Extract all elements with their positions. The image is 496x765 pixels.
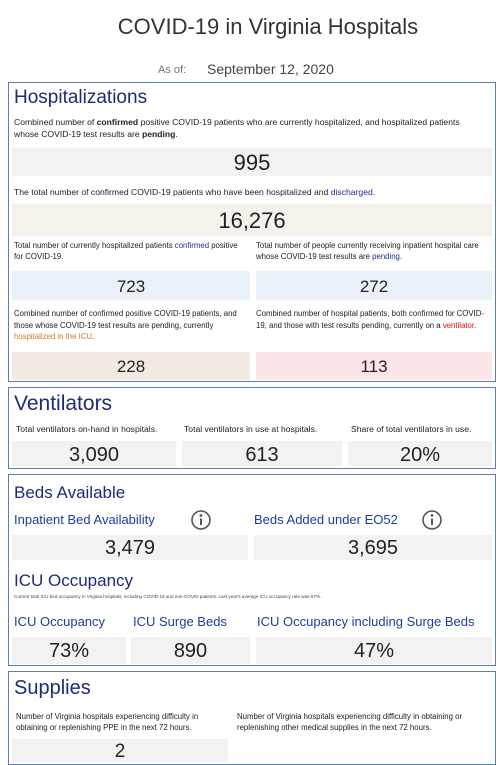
as-of-label: As of: xyxy=(158,64,187,76)
text: hospitalized in the ICU xyxy=(14,332,93,341)
text: positive COVID-19 patients who are curre… xyxy=(14,117,460,139)
section-title: Hospitalizations xyxy=(14,87,148,108)
label: Beds Added under EO52 xyxy=(254,512,398,527)
text: ventilator xyxy=(442,320,475,330)
value: 16,276 xyxy=(12,204,492,236)
text: Combined number of hospital patients, bo… xyxy=(256,309,484,330)
value: 3,695 xyxy=(254,535,492,560)
text: pending xyxy=(372,252,400,261)
text: Combined number of xyxy=(14,117,97,127)
description: Combined number of confirmed positive CO… xyxy=(14,308,248,343)
label: Inpatient Bed Availability xyxy=(14,512,155,527)
label: ICU Occupancy xyxy=(14,614,106,629)
value: 890 xyxy=(131,637,250,664)
text: confirmed xyxy=(96,117,139,127)
page-title: COVID-19 in Virginia Hospitals xyxy=(117,14,419,39)
text: The total number of confirmed COVID-19 p… xyxy=(14,187,331,197)
text: positive for COVID-19. xyxy=(14,241,238,261)
value: 272 xyxy=(256,271,492,300)
note: Current total ICU bed occupancy in Virgi… xyxy=(14,594,322,599)
value: 113 xyxy=(256,352,492,380)
info-icon[interactable] xyxy=(421,509,443,531)
section-title: Ventilators xyxy=(14,392,113,415)
text: discharged xyxy=(330,187,373,197)
info-icon[interactable] xyxy=(190,509,212,531)
text: confirmed xyxy=(174,241,210,250)
value: 73% xyxy=(12,637,126,664)
section-title: ICU Occupancy xyxy=(14,571,134,590)
text: Combined number of confirmed positive CO… xyxy=(14,309,237,330)
text: . xyxy=(92,332,95,341)
description: The total number of confirmed COVID-19 p… xyxy=(14,186,484,198)
value: 3,479 xyxy=(12,535,248,560)
as-of-date: September 12, 2020 xyxy=(207,61,334,77)
text: Total number of people currently receivi… xyxy=(256,241,479,261)
value: 723 xyxy=(12,271,250,300)
label: Number of Virginia hospitals experiencin… xyxy=(16,712,199,732)
value: 47% xyxy=(256,637,492,664)
label: Total ventilators on-hand in hospitals. xyxy=(16,424,158,434)
section-title: Supplies xyxy=(14,677,91,699)
label: Total ventilators in use at hospitals. xyxy=(184,424,318,434)
text: . xyxy=(175,129,178,139)
section-title: Beds Available xyxy=(14,483,126,502)
text: Total number of currently hospitalized p… xyxy=(14,241,175,250)
value: 995 xyxy=(12,148,492,176)
label: Number of Virginia hospitals experiencin… xyxy=(237,712,463,732)
value: 20% xyxy=(348,441,492,466)
value: 613 xyxy=(182,441,342,466)
description: Combined number of hospital patients, bo… xyxy=(256,308,490,331)
value: 3,090 xyxy=(12,441,176,466)
label: Share of total ventilators in use. xyxy=(351,424,472,434)
label: ICU Occupancy including Surge Beds xyxy=(257,614,475,629)
text: . xyxy=(399,252,403,261)
text: pending xyxy=(142,129,176,139)
description: Total number of people currently receivi… xyxy=(256,240,490,262)
value: 2 xyxy=(12,739,228,762)
value: 228 xyxy=(12,352,250,380)
text: . xyxy=(474,320,477,330)
label: ICU Surge Beds xyxy=(133,614,227,629)
text: . xyxy=(372,187,376,197)
description: Total number of currently hospitalized p… xyxy=(14,240,244,262)
description: Combined number of confirmed positive CO… xyxy=(14,116,484,140)
